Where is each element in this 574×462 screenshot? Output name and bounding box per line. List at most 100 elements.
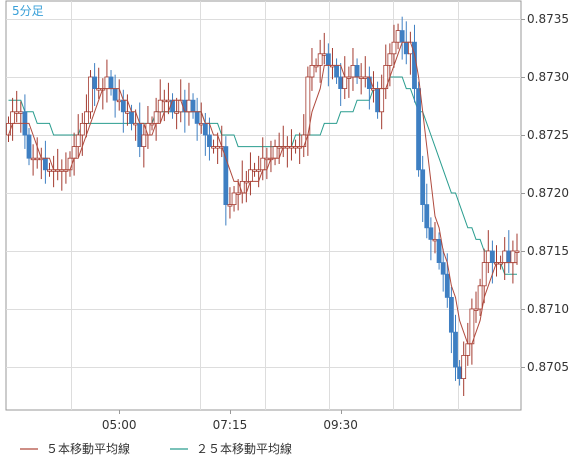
candle-body-up xyxy=(174,111,180,114)
candle xyxy=(243,170,249,203)
plot-frame xyxy=(5,0,522,411)
candle-body-up xyxy=(264,157,270,161)
candle-body-up xyxy=(387,53,393,66)
candle-body-down xyxy=(403,41,409,55)
candle xyxy=(223,136,229,226)
candle xyxy=(453,314,458,381)
candle-body-up xyxy=(276,146,282,149)
candle-body-up xyxy=(30,157,36,161)
candle xyxy=(235,179,241,211)
candle-body-down xyxy=(457,366,462,380)
candle-body-up xyxy=(514,250,520,253)
candle-body-up xyxy=(243,180,249,184)
candle-body-up xyxy=(178,99,184,113)
candle-body-up xyxy=(317,53,323,66)
candle xyxy=(231,186,237,212)
candle-body-up xyxy=(198,123,204,126)
candle-body-up xyxy=(14,111,20,114)
x-tick-label: 09:30 xyxy=(323,418,358,432)
candle-body-down xyxy=(182,99,188,113)
candle-body-up xyxy=(465,343,471,356)
candles-layer xyxy=(6,16,520,396)
candle-body-down xyxy=(129,111,134,124)
candle-body-up xyxy=(149,123,155,126)
candle xyxy=(79,112,85,156)
candle-body-down xyxy=(428,227,434,240)
candle-body-down xyxy=(112,88,118,101)
candle-body-up xyxy=(272,146,278,159)
candle-body-up xyxy=(252,169,257,172)
y-tick-label: 0.8730 xyxy=(527,70,569,84)
x-tick-label: 05:00 xyxy=(102,418,137,432)
candle-body-down xyxy=(223,146,229,206)
candle xyxy=(227,187,233,219)
y-tick-label: 0.8710 xyxy=(527,302,569,316)
candle-body-down xyxy=(366,76,372,89)
candle-body-up xyxy=(211,146,216,149)
candle-body-up xyxy=(260,157,266,171)
candle-body-down xyxy=(202,123,208,136)
candle-body-up xyxy=(313,65,319,68)
grid-lines xyxy=(6,1,521,410)
candle-body-up xyxy=(502,250,508,264)
candle-body-up xyxy=(248,169,253,182)
candle-body-up xyxy=(227,204,233,207)
y-tick-label: 0.8720 xyxy=(527,186,569,200)
ma5-line xyxy=(8,41,517,345)
candle-body-up xyxy=(239,180,245,194)
candle-body-up xyxy=(161,99,167,103)
candle xyxy=(149,116,155,131)
candle xyxy=(436,232,442,270)
candle-body-down xyxy=(190,99,196,113)
candle xyxy=(473,291,479,323)
candle xyxy=(424,183,430,239)
candle-body-down xyxy=(453,331,458,368)
y-tick-label: 0.8715 xyxy=(527,244,569,258)
candle-body-up xyxy=(75,134,81,148)
candle-body-down xyxy=(448,296,454,333)
candle-body-down xyxy=(43,157,48,171)
candle xyxy=(313,58,319,73)
y-axis: 0.8735 0.8730 0.8725 0.8720 0.8715 0.8710 0.87… xyxy=(521,12,569,374)
legend: ５本移動平均線 ２５本移動平均線 xyxy=(20,441,292,456)
candle-body-up xyxy=(67,157,73,171)
candle-body-up xyxy=(157,99,163,113)
candle-body-up xyxy=(395,30,401,43)
plot-area-border xyxy=(5,0,522,411)
candle-body-up xyxy=(432,238,438,242)
candle-body-down xyxy=(436,238,442,263)
candle-body-down xyxy=(108,76,114,89)
candle xyxy=(84,94,89,138)
candle-body-up xyxy=(96,88,102,91)
candle xyxy=(391,24,397,68)
candle xyxy=(481,248,487,304)
candle-body-down xyxy=(334,65,339,78)
candle xyxy=(448,286,454,354)
candle-body-up xyxy=(47,169,52,172)
candle xyxy=(416,81,421,177)
candle xyxy=(75,114,81,158)
candle xyxy=(92,63,98,106)
candle-body-up xyxy=(34,157,40,161)
candle xyxy=(317,39,323,83)
candle-body-up xyxy=(186,99,192,113)
candle-body-up xyxy=(350,65,356,78)
candle xyxy=(489,240,495,284)
candle-body-up xyxy=(133,123,139,126)
candle-body-down xyxy=(399,30,405,43)
candle-body-up xyxy=(473,308,479,311)
candle-body-up xyxy=(215,146,221,149)
candle-body-up xyxy=(342,76,348,89)
candle-body-down xyxy=(489,250,495,264)
candle xyxy=(26,128,32,166)
candle-body-down xyxy=(92,76,98,89)
candle xyxy=(440,248,446,292)
legend-ma5-label: ５本移動平均線 xyxy=(46,441,130,456)
candle-body-up xyxy=(485,250,491,264)
candle xyxy=(256,155,262,188)
legend-ma25-label: ２５本移動平均線 xyxy=(196,441,292,456)
candle-body-down xyxy=(440,262,446,275)
candle-body-up xyxy=(71,146,77,159)
candle-body-down xyxy=(207,134,212,148)
candle-body-up xyxy=(391,41,397,55)
